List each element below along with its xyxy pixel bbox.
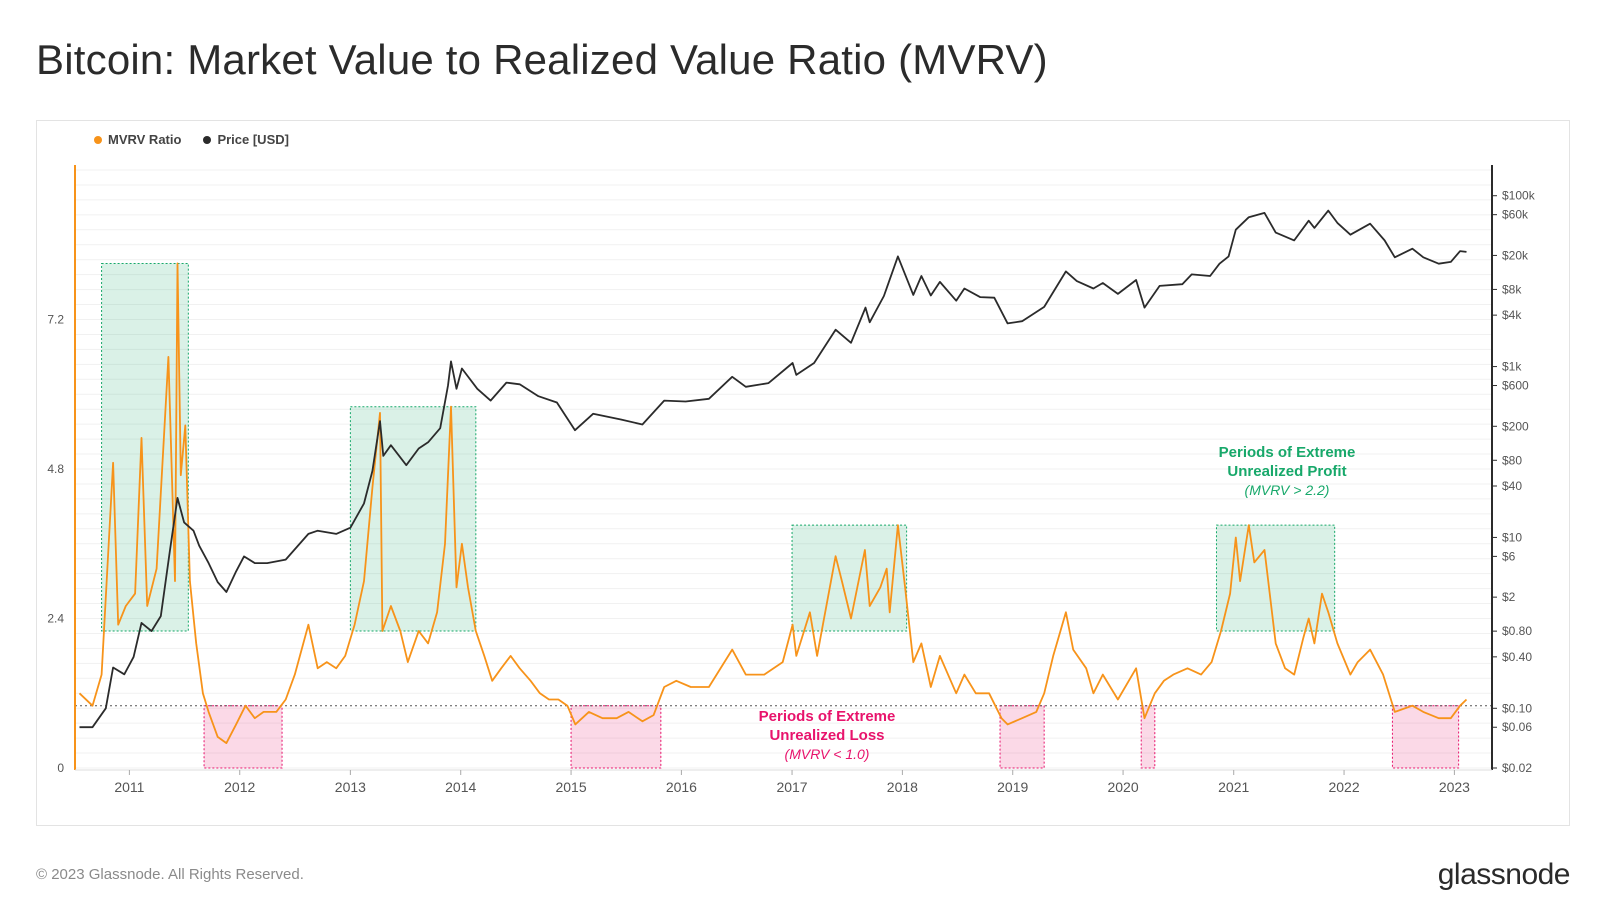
y-right-tick-label: $60k: [1502, 208, 1529, 222]
loss-zone: [1391, 705, 1460, 769]
x-tick-label: 2021: [1218, 779, 1249, 795]
zone-layer: [101, 262, 1460, 769]
x-tick-label: 2023: [1439, 779, 1470, 795]
x-tick-label: 2019: [997, 779, 1028, 795]
page-title: Bitcoin: Market Value to Realized Value …: [36, 36, 1048, 83]
x-tick-label: 2015: [555, 779, 586, 795]
y-left-tick-label: 0: [57, 761, 64, 775]
x-tick-label: 2012: [224, 779, 255, 795]
profit-annotation-line3: (MVRV > 2.2): [1245, 482, 1330, 498]
y-right-tick-label: $10: [1502, 530, 1522, 544]
x-tick-label: 2013: [335, 779, 366, 795]
y-right-tick-label: $200: [1502, 419, 1529, 433]
price-series-line: [79, 209, 1467, 729]
loss-annotation-line3: (MVRV < 1.0): [785, 746, 870, 762]
y-right-tick-label: $40: [1502, 479, 1522, 493]
x-tick-label: 2017: [776, 779, 807, 795]
profit-annotation-line2: Unrealized Profit: [1227, 463, 1346, 480]
x-tick-label: 2020: [1107, 779, 1138, 795]
copyright-text: © 2023 Glassnode. All Rights Reserved.: [36, 866, 304, 883]
y-right-tick-label: $20k: [1502, 248, 1529, 262]
axis-layer: 2011 2012 2013 2014 2015 2016 2017 2018 2019 2020…: [47, 165, 1536, 795]
y-right-tick-label: $2: [1502, 590, 1516, 604]
y-right-tick-label: $8k: [1502, 282, 1522, 296]
y-left-tick-label: 4.8: [47, 462, 64, 476]
grid-layer: [75, 169, 1492, 769]
loss-zone: [999, 705, 1045, 769]
glassnode-logo[interactable]: glassnode: [1437, 858, 1571, 891]
legend-item-price[interactable]: Price [USD]: [203, 132, 289, 147]
y-right-tick-label: $0.40: [1502, 650, 1532, 664]
x-tick-label: 2014: [445, 779, 476, 795]
series-layer: [78, 209, 1468, 744]
legend-swatch-mvrv: [94, 135, 102, 144]
x-tick-label: 2022: [1328, 779, 1359, 795]
x-tick-label: 2018: [887, 779, 918, 795]
chart-legend: MVRV Ratio Price [USD]: [94, 132, 289, 147]
y-right-tick-label: $100k: [1502, 189, 1536, 203]
loss-annotation-line2: Unrealized Loss: [769, 727, 884, 744]
y-right-tick-label: $600: [1502, 379, 1529, 393]
loss-zone: [203, 705, 283, 769]
legend-swatch-price: [203, 135, 212, 144]
y-left-tick-label: 7.2: [47, 313, 64, 327]
legend-label-price: Price [USD]: [217, 132, 289, 147]
y-right-tick-label: $0.06: [1502, 720, 1532, 734]
y-right-tick-label: $4k: [1502, 308, 1522, 322]
y-right-tick-label: $0.10: [1502, 701, 1532, 715]
x-tick-label: 2016: [666, 779, 697, 795]
legend-label-mvrv: MVRV Ratio: [108, 132, 182, 147]
profit-zone: [1215, 524, 1336, 632]
legend-item-mvrv[interactable]: MVRV Ratio: [94, 132, 181, 147]
mvrv-series-line: [78, 262, 1468, 744]
y-right-tick-label: $1k: [1502, 360, 1522, 374]
y-right-tick-label: $0.80: [1502, 624, 1532, 638]
y-right-tick-label: $0.02: [1502, 761, 1532, 775]
loss-zone: [1140, 705, 1156, 769]
profit-annotation-line1: Periods of Extreme: [1219, 444, 1356, 461]
y-left-tick-label: 2.4: [47, 612, 64, 626]
loss-annotation-line1: Periods of Extreme: [759, 708, 896, 725]
y-right-tick-label: $6: [1502, 549, 1516, 563]
x-tick-label: 2011: [114, 779, 144, 795]
annotation-layer: Periods of Extreme Unrealized Profit (MV…: [759, 444, 1356, 762]
loss-zone: [570, 705, 662, 769]
y-right-tick-label: $80: [1502, 453, 1522, 467]
